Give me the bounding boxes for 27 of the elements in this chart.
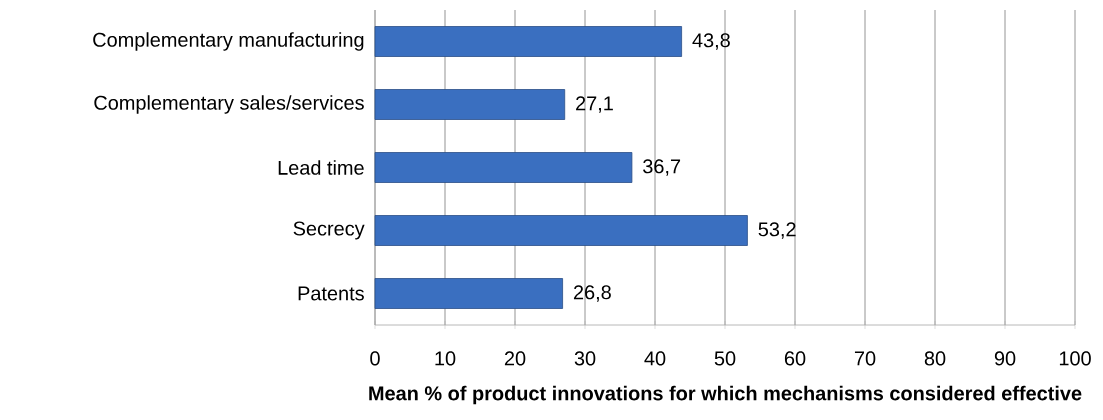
- y-tick-label: Lead time: [278, 160, 364, 175]
- x-tick-label: 0: [370, 351, 380, 366]
- x-tick-label: 30: [574, 351, 596, 366]
- x-axis-title: Mean % of product innovations for which mechanisms considered effective: [369, 385, 1082, 405]
- bar: [374, 26, 683, 57]
- data-label: 53,2: [758, 222, 796, 239]
- x-tick-label: 10: [435, 351, 456, 366]
- data-label: 27,1: [576, 96, 613, 113]
- data-label: 43,8: [692, 33, 730, 50]
- bar: [374, 278, 563, 309]
- y-tick-label: Patents: [298, 286, 364, 301]
- x-tick-label: 90: [994, 351, 1016, 366]
- x-tick-label: 20: [504, 351, 526, 366]
- bar: [374, 89, 566, 120]
- x-tick-label: 70: [854, 351, 876, 366]
- x-tick-label: 40: [644, 351, 666, 366]
- x-tick-label: 100: [1059, 351, 1091, 366]
- data-label: 36,7: [643, 159, 681, 176]
- bar: [374, 152, 633, 183]
- y-tick-label: Secrecy: [293, 221, 365, 240]
- bar: [374, 215, 748, 246]
- x-tick-label: 60: [784, 351, 806, 366]
- y-tick-label: Complementary manufacturing: [93, 32, 364, 51]
- y-tick-label: Complementary sales/services: [94, 95, 364, 114]
- x-tick-label: 80: [924, 351, 946, 366]
- x-tick-label: 50: [714, 351, 736, 366]
- data-label: 26,8: [573, 285, 611, 302]
